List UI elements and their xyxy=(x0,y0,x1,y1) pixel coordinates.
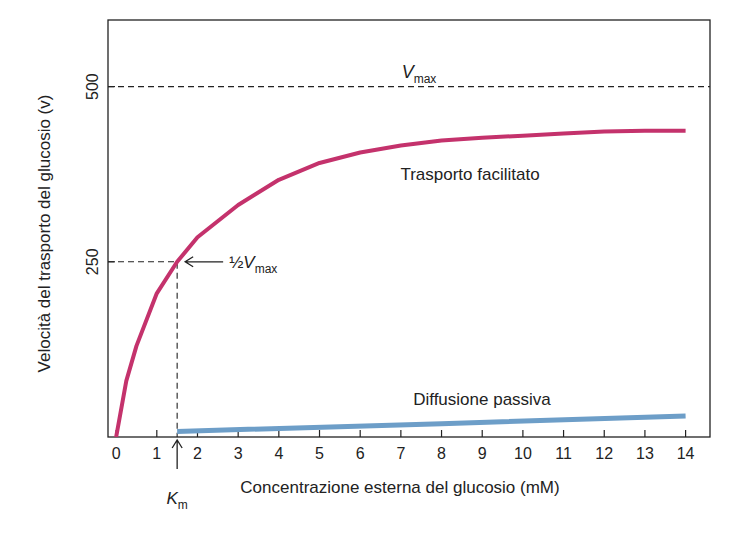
chart-svg: 01234567891011121314250500Concentrazione… xyxy=(0,0,744,544)
x-tick xyxy=(360,430,361,437)
km-guide xyxy=(108,262,177,437)
x-tick xyxy=(319,430,320,437)
subscript: m xyxy=(178,498,188,512)
half-vmax-arrow xyxy=(185,257,223,267)
x-tick xyxy=(563,430,564,437)
x-tick xyxy=(441,430,442,437)
symbol: K xyxy=(166,489,178,508)
series-label: Trasporto facilitato xyxy=(400,165,539,184)
subscript: max xyxy=(414,72,437,86)
y-tick-label: 250 xyxy=(84,248,101,275)
x-tick-label: 14 xyxy=(677,445,695,462)
vmax-label: Vmax xyxy=(402,62,437,86)
x-tick xyxy=(644,430,645,437)
x-tick xyxy=(604,430,605,437)
km-arrow xyxy=(172,440,182,469)
x-tick-label: 1 xyxy=(152,445,161,462)
x-tick-label: 9 xyxy=(478,445,487,462)
x-tick-label: 6 xyxy=(356,445,365,462)
x-tick xyxy=(482,430,483,437)
series-group xyxy=(116,131,685,437)
x-tick-label: 13 xyxy=(636,445,654,462)
subscript: max xyxy=(255,262,278,276)
series-label: Diffusione passiva xyxy=(413,390,551,409)
chart-container: 01234567891011121314250500Concentrazione… xyxy=(0,0,744,544)
half-vmax-label: ½Vmax xyxy=(229,253,277,276)
x-tick-label: 2 xyxy=(193,445,202,462)
x-tick xyxy=(156,430,157,437)
x-tick-label: 5 xyxy=(315,445,324,462)
y-tick-label: 500 xyxy=(84,73,101,100)
x-tick-label: 7 xyxy=(396,445,405,462)
x-tick-label: 10 xyxy=(514,445,532,462)
x-tick xyxy=(685,430,686,437)
vmax-line xyxy=(108,86,710,87)
x-tick xyxy=(278,430,279,437)
x-tick xyxy=(400,430,401,437)
x-tick-label: 3 xyxy=(234,445,243,462)
text-part: ½ xyxy=(229,253,243,272)
plot-frame xyxy=(108,20,710,437)
series-line xyxy=(116,131,685,437)
x-axis-label: Concentrazione esterna del glucosio (mM) xyxy=(240,478,559,497)
x-tick-label: 12 xyxy=(595,445,613,462)
x-tick-label: 4 xyxy=(274,445,283,462)
x-tick-label: 8 xyxy=(437,445,446,462)
y-axis-label: Velocità del trasporto del glucosio (v) xyxy=(35,95,54,373)
km-label: Km xyxy=(166,489,187,512)
series-line xyxy=(177,416,685,431)
x-tick xyxy=(522,430,523,437)
x-tick-label: 0 xyxy=(112,445,121,462)
x-tick-label: 11 xyxy=(555,445,572,462)
